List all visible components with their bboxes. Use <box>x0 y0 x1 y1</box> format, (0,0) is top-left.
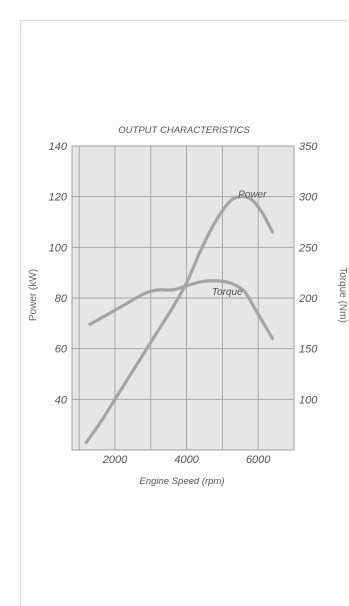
y-left-tick-label: 140 <box>49 141 68 153</box>
y-left-tick-label: 120 <box>49 192 68 204</box>
y-right-tick-label: 100 <box>299 394 318 406</box>
tick-labels: 2000 4000 6000 40 60 80 100 120 140 100 150 200 250 3… <box>49 141 319 466</box>
y-axis-right-label: Torque (Nm) <box>337 267 348 323</box>
y-left-tick-label: 80 <box>55 293 68 305</box>
x-tick-label: 4000 <box>174 454 199 466</box>
x-axis-label: Engine Speed (rpm) <box>139 476 224 487</box>
y-right-tick-label: 200 <box>298 293 318 305</box>
series-line-torque <box>88 279 275 341</box>
y-right-tick-label: 250 <box>298 242 318 254</box>
y-right-tick-label: 350 <box>299 141 318 153</box>
y-right-tick-label: 150 <box>299 344 318 356</box>
series-line-power <box>84 194 275 444</box>
y-left-tick-label: 60 <box>55 344 68 356</box>
y-left-tick-label: 100 <box>49 242 68 254</box>
grid-layer <box>72 146 294 450</box>
series-label-torque: Torque <box>212 287 243 298</box>
x-tick-label: 6000 <box>246 454 271 466</box>
series-lines <box>84 194 275 444</box>
series-labels: Power Torque <box>212 190 267 298</box>
y-right-tick-label: 300 <box>299 192 318 204</box>
chart-title: OUTPUT CHARACTERISTICS <box>118 125 250 136</box>
x-tick-label: 2000 <box>102 454 128 466</box>
y-left-tick-label: 40 <box>55 394 68 406</box>
y-axis-left-label: Power (kW) <box>28 269 39 321</box>
series-label-power: Power <box>238 190 267 201</box>
